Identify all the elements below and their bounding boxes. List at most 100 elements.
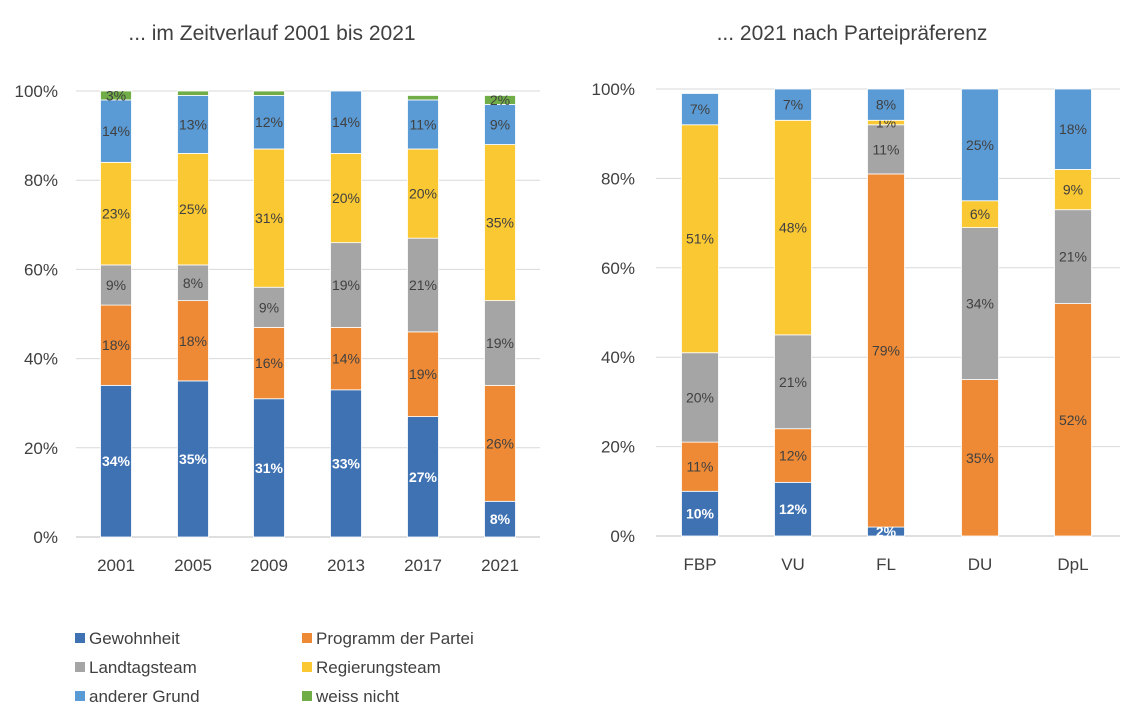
- left-xtick-label: 2005: [174, 556, 212, 575]
- legend: Gewohnheit Programm der Partei Landtagstea…: [75, 629, 474, 706]
- left-data-label: 18%: [102, 337, 130, 353]
- left-data-label: 12%: [255, 114, 283, 130]
- left-bar-2021-regierungsteam: [484, 144, 516, 302]
- left-bar-2021-landtagsteam: [484, 300, 516, 386]
- right-bar-FBP-programm-der-partei: [681, 441, 719, 492]
- left-data-label: 31%: [255, 460, 284, 476]
- right-bar-FBP-gewohnheit: [681, 490, 719, 537]
- left-bar-2009-programm-der-partei: [253, 326, 285, 400]
- right-bar-DU-anderer-grund: [961, 88, 999, 202]
- left-bar-2021-anderer-grund: [484, 103, 516, 145]
- left-xtick-label: 2021: [481, 556, 519, 575]
- right-bar-FBP-regierungsteam: [681, 124, 719, 354]
- right-bar-DpL-landtagsteam: [1054, 209, 1092, 304]
- legend-swatch: [302, 633, 312, 643]
- right-bar-FBP-landtagsteam: [681, 352, 719, 443]
- right-data-label: 25%: [966, 137, 994, 153]
- left-data-label: 20%: [332, 190, 360, 206]
- left-bar-2001-gewohnheit: [100, 384, 132, 538]
- left-data-label: 9%: [490, 116, 510, 132]
- right-data-label: 9%: [1063, 182, 1083, 198]
- right-bar-FL-anderer-grund: [867, 88, 905, 121]
- right-xtick-label: FBP: [683, 555, 716, 574]
- right-data-label: 2%: [876, 524, 897, 540]
- left-bar-2005-weiss-nicht: [177, 90, 209, 96]
- left-data-label: 19%: [332, 277, 360, 293]
- right-bar-DU-regierungsteam: [961, 200, 999, 228]
- left-xtick-label: 2013: [327, 556, 365, 575]
- left-data-label: 3%: [106, 87, 126, 103]
- left-bar-2009-regierungsteam: [253, 148, 285, 288]
- right-data-label: 52%: [1059, 412, 1087, 428]
- left-xtick-label: 2009: [250, 556, 288, 575]
- right-bar-VU-landtagsteam: [774, 334, 812, 430]
- right-data-label: 21%: [779, 374, 807, 390]
- left-ytick-label: 20%: [24, 439, 58, 458]
- left-data-label: 21%: [409, 277, 437, 293]
- left-bar-2013-gewohnheit: [330, 389, 362, 538]
- right-data-label: 20%: [686, 389, 714, 405]
- right-bar-DpL-anderer-grund: [1054, 88, 1092, 170]
- left-bar-2013-anderer-grund: [330, 90, 362, 154]
- right-bar-DU-landtagsteam: [961, 227, 999, 380]
- right-xtick-label: FL: [876, 555, 896, 574]
- left-bar-2005-regierungsteam: [177, 153, 209, 266]
- right-bar-VU-programm-der-partei: [774, 428, 812, 483]
- right-bar-VU-regierungsteam: [774, 119, 812, 336]
- left-bar-2017-weiss-nicht: [407, 95, 439, 101]
- left-bar-2001-programm-der-partei: [100, 304, 132, 386]
- left-ytick-label: 60%: [24, 260, 58, 279]
- left-data-label: 31%: [255, 210, 283, 226]
- left-data-label: 27%: [409, 469, 438, 485]
- left-bar-2005-programm-der-partei: [177, 300, 209, 382]
- right-bar-DpL-regierungsteam: [1054, 169, 1092, 211]
- left-data-label: 26%: [486, 435, 514, 451]
- right-ytick-label: 40%: [601, 348, 635, 367]
- left-data-label: 11%: [410, 116, 437, 132]
- chart-right: ... 2021 nach Parteipräferenz 0% 20% 40% 60…: [592, 22, 1120, 574]
- right-data-label: 11%: [687, 459, 714, 475]
- chart-left-title: ... im Zeitverlauf 2001 bis 2021: [128, 22, 415, 45]
- right-data-label: 10%: [686, 506, 715, 522]
- left-data-label: 2%: [490, 92, 510, 108]
- left-xtick-label: 2001: [97, 556, 135, 575]
- right-data-label: 48%: [779, 220, 807, 236]
- left-bar-2001-landtagsteam: [100, 264, 132, 306]
- left-data-label: 14%: [332, 351, 360, 367]
- legend-swatch: [75, 691, 85, 701]
- legend-label: Regierungsteam: [316, 658, 441, 677]
- right-data-label: 79%: [872, 342, 900, 358]
- right-bar-DpL-programm-der-partei: [1054, 303, 1092, 537]
- left-bar-2021-programm-der-partei: [484, 384, 516, 502]
- left-data-label: 20%: [409, 186, 437, 202]
- legend-swatch: [75, 633, 85, 643]
- left-bar-2013-landtagsteam: [330, 242, 362, 328]
- right-data-label: 21%: [1059, 249, 1087, 265]
- right-bar-FL-landtagsteam: [867, 124, 905, 175]
- chart-left: ... im Zeitverlauf 2001 bis 2021 0% 20% 40…: [15, 22, 540, 575]
- right-data-label: 34%: [966, 296, 994, 312]
- left-data-label: 14%: [332, 114, 360, 130]
- right-data-label: 6%: [970, 206, 990, 222]
- right-data-label: 18%: [1059, 121, 1087, 137]
- legend-swatch: [75, 662, 85, 672]
- chart-right-title: ... 2021 nach Parteipräferenz: [717, 22, 988, 45]
- left-data-label: 9%: [106, 277, 126, 293]
- legend-swatch: [302, 691, 312, 701]
- right-data-label: 7%: [783, 97, 803, 113]
- legend-swatch: [302, 662, 312, 672]
- left-ytick-label: 80%: [24, 171, 58, 190]
- left-bar-2005-gewohnheit: [177, 380, 209, 538]
- right-data-label: 8%: [876, 97, 896, 113]
- left-bar-2017-anderer-grund: [407, 99, 439, 150]
- left-bar-2017-gewohnheit: [407, 416, 439, 538]
- left-bar-2013-regierungsteam: [330, 153, 362, 244]
- left-data-label: 19%: [486, 335, 514, 351]
- right-xtick-label: VU: [781, 555, 805, 574]
- left-data-label: 34%: [102, 453, 131, 469]
- left-bar-2017-programm-der-partei: [407, 331, 439, 417]
- legend-label: Gewohnheit: [89, 629, 180, 648]
- left-data-label: 8%: [183, 275, 203, 291]
- left-bar-2017-landtagsteam: [407, 237, 439, 333]
